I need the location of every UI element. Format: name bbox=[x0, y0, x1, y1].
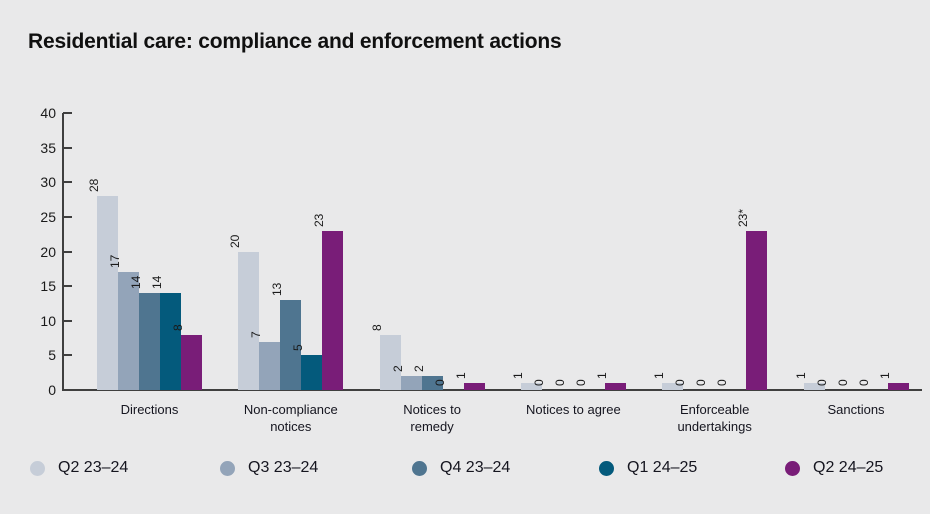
bar-value-label: 0 bbox=[835, 379, 850, 386]
y-axis-tick bbox=[63, 319, 72, 322]
x-axis-category-label: Notices to remedy bbox=[403, 402, 461, 434]
bar bbox=[97, 196, 118, 390]
legend-item: Q4 23–24 bbox=[412, 459, 510, 477]
y-axis-tick bbox=[63, 112, 72, 114]
bar bbox=[259, 341, 281, 390]
bar bbox=[301, 355, 323, 390]
bar bbox=[463, 383, 485, 390]
x-axis-category-label: Non-compliance notices bbox=[243, 402, 338, 434]
y-axis-tick-label: 10 bbox=[40, 312, 56, 329]
bar bbox=[604, 383, 626, 390]
bar-value-label: 0 bbox=[715, 379, 730, 386]
y-axis-tick bbox=[63, 181, 72, 184]
bar-value-label: 5 bbox=[291, 344, 306, 352]
legend-swatch-icon bbox=[30, 460, 45, 476]
y-axis-tick bbox=[63, 146, 72, 149]
chart-title: Residential care: compliance and enforce… bbox=[28, 30, 562, 53]
y-axis-tick-label: 0 bbox=[48, 382, 56, 398]
bar bbox=[160, 293, 181, 390]
bar-value-label: 1 bbox=[877, 372, 892, 380]
bar-value-label: 0 bbox=[673, 379, 688, 386]
bar-value-label: 2 bbox=[411, 365, 426, 373]
legend-item-label: Q4 23–24 bbox=[440, 459, 511, 476]
x-axis-category-label: Notices to agree bbox=[526, 402, 621, 417]
bar-chart: 0 5 10 15 20 25 30 35 40 28 17 14 14 8 Directions 20 7 13… bbox=[40, 105, 922, 434]
bar bbox=[322, 230, 344, 390]
legend-item-label: Q2 24–25 bbox=[813, 459, 884, 476]
bar-value-label: 0 bbox=[552, 379, 567, 386]
y-axis-tick bbox=[63, 354, 72, 357]
bar-value-label: 0 bbox=[814, 379, 829, 386]
legend-item: Q3 23–24 bbox=[220, 459, 318, 477]
bar-value-label: 0 bbox=[694, 379, 709, 386]
bar-value-label: 0 bbox=[856, 379, 871, 386]
y-axis-line bbox=[62, 113, 64, 390]
bar-value-label: 1 bbox=[652, 372, 667, 380]
legend-swatch-icon bbox=[412, 460, 427, 476]
bar-value-label: 23 bbox=[312, 213, 327, 227]
bar bbox=[181, 334, 202, 390]
y-axis-tick-label: 25 bbox=[40, 208, 56, 225]
bar-value-label: 14 bbox=[129, 275, 143, 290]
x-axis-category-label: Enforceable undertakings bbox=[677, 402, 752, 434]
bar bbox=[139, 293, 160, 390]
x-axis-category-label: Directions bbox=[120, 402, 179, 417]
bar-value-label: 1 bbox=[594, 372, 609, 380]
bar-value-label: 20 bbox=[228, 234, 243, 248]
bar bbox=[520, 383, 542, 390]
bar bbox=[887, 383, 909, 390]
legend-item-label: Q2 23–24 bbox=[58, 459, 129, 476]
bar-value-label: 2 bbox=[390, 365, 405, 373]
y-axis-tick bbox=[63, 285, 72, 288]
bar-value-label: 1 bbox=[793, 372, 808, 380]
bar-value-label: 1 bbox=[453, 372, 468, 380]
y-axis-tick-label: 40 bbox=[40, 105, 56, 121]
x-axis-category-label: Sanctions bbox=[827, 402, 885, 417]
bar bbox=[803, 383, 825, 390]
bar-value-label: 23* bbox=[736, 208, 751, 227]
legend-swatch-icon bbox=[785, 460, 800, 476]
y-axis-tick-label: 20 bbox=[40, 243, 56, 260]
bar-value-label: 7 bbox=[249, 330, 264, 338]
y-axis-tick-label: 15 bbox=[40, 278, 56, 295]
bar bbox=[400, 376, 422, 390]
bar-value-label: 1 bbox=[510, 372, 525, 380]
legend-item: Q2 24–25 bbox=[785, 459, 883, 477]
y-axis-tick-label: 35 bbox=[40, 139, 56, 156]
legend-item: Q2 23–24 bbox=[30, 459, 128, 477]
legend-swatch-icon bbox=[599, 460, 614, 476]
bar-value-label: 0 bbox=[432, 379, 447, 386]
bar bbox=[238, 251, 260, 390]
y-axis-tick bbox=[63, 215, 72, 218]
bar-value-label: 0 bbox=[573, 379, 588, 386]
legend-swatch-icon bbox=[220, 460, 235, 476]
legend-item-label: Q3 23–24 bbox=[248, 459, 319, 476]
bar-value-label: 8 bbox=[369, 323, 384, 331]
bar bbox=[118, 272, 139, 390]
bar-value-label: 17 bbox=[108, 254, 122, 269]
x-axis-line bbox=[62, 389, 922, 391]
bar bbox=[379, 334, 401, 390]
y-axis-tick bbox=[63, 389, 72, 391]
bar bbox=[662, 383, 684, 390]
bar-value-label: 14 bbox=[150, 275, 164, 290]
bar-value-label: 8 bbox=[171, 323, 185, 331]
bar bbox=[746, 230, 768, 390]
bar bbox=[421, 376, 443, 390]
bar-value-label: 0 bbox=[531, 379, 546, 386]
legend-item-label: Q1 24–25 bbox=[627, 459, 698, 476]
y-axis-tick-label: 30 bbox=[40, 174, 56, 191]
legend-item: Q1 24–25 bbox=[599, 459, 697, 477]
bar-value-label: 28 bbox=[87, 178, 101, 193]
y-axis-tick bbox=[63, 250, 72, 253]
y-axis-tick-label: 5 bbox=[48, 347, 56, 364]
bar bbox=[280, 299, 302, 390]
bar-value-label: 13 bbox=[270, 282, 285, 296]
